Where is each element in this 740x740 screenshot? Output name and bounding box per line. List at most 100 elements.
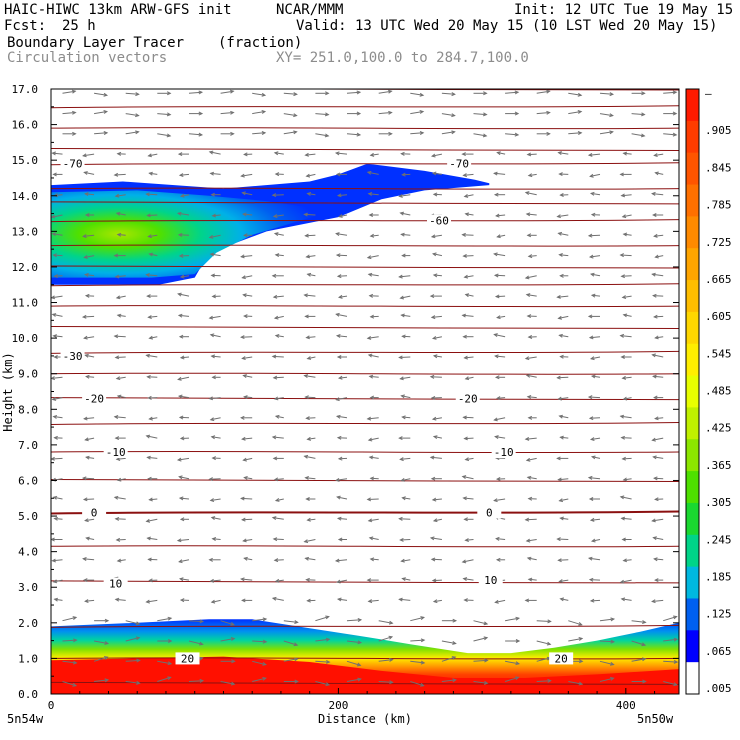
vector-arrow [305, 153, 316, 156]
vector-arrowhead [72, 616, 78, 620]
vector-arrow [620, 335, 632, 338]
vector-arrowhead [177, 232, 183, 237]
vector-arrowhead [525, 212, 531, 217]
vector-arrow [367, 417, 379, 420]
vector-arrowhead [556, 375, 561, 380]
vector-arrowhead [654, 171, 659, 176]
vector-arrowhead [211, 213, 217, 218]
vector-arrow [243, 294, 253, 297]
vector-arrowhead [85, 374, 90, 379]
vector-arrow [568, 132, 582, 135]
vector-arrow [83, 477, 95, 480]
vector-arrowhead [83, 416, 88, 421]
vector-arrow [441, 92, 455, 95]
vector-arrow [62, 90, 76, 94]
vector-arrowhead [198, 90, 204, 95]
vector-arrowhead [273, 396, 279, 401]
vector-arrow [241, 497, 253, 500]
contour-label: 20 [181, 652, 194, 665]
vector-arrow [315, 660, 330, 663]
vector-arrowhead [652, 293, 657, 298]
vector-arrow [146, 435, 158, 439]
y-tick-label: 14.0 [12, 190, 39, 203]
vector-arrow [370, 558, 379, 561]
vector-arrowhead [622, 232, 628, 237]
vector-arrowhead [419, 110, 425, 114]
vector-arrow [654, 153, 664, 156]
isotherm-line [51, 372, 679, 375]
vector-arrow [148, 234, 158, 238]
vector-arrow [149, 253, 158, 257]
vector-arrow [243, 457, 253, 461]
vector-arrowhead [526, 395, 532, 399]
vector-arrow [149, 498, 158, 501]
vector-arrowhead [272, 537, 278, 542]
vector-arrowhead [399, 295, 405, 300]
vector-arrow [378, 112, 392, 115]
vector-arrowhead [293, 92, 298, 97]
vector-arrowhead [177, 376, 182, 381]
vector-arrow [125, 681, 140, 684]
vector-arrow [85, 599, 95, 602]
vector-arrow [149, 417, 158, 420]
vector-arrow [242, 275, 253, 279]
vector-arrow [433, 599, 442, 603]
vector-arrow [273, 295, 284, 298]
vector-arrowhead [231, 659, 236, 664]
vector-arrowhead [527, 577, 533, 582]
vector-arrow [559, 415, 569, 419]
vector-arrow [115, 356, 126, 358]
vector-arrowhead [103, 110, 109, 114]
vector-arrow [588, 234, 601, 237]
vector-arrowhead [179, 436, 185, 441]
vector-arrow [179, 395, 190, 399]
vector-arrowhead [274, 172, 280, 177]
vector-arrowhead [147, 557, 152, 562]
vector-arrow [410, 681, 424, 687]
vector-arrowhead [451, 92, 456, 97]
vector-arrowhead [178, 475, 183, 480]
colorbar-label: .605 [705, 310, 732, 323]
vector-arrow [307, 437, 316, 440]
vector-arrowhead [461, 313, 466, 318]
vector-arrow [526, 539, 537, 542]
vector-arrow [115, 194, 126, 197]
colorbar-label: .365 [705, 459, 732, 472]
vector-arrow [465, 539, 474, 541]
vector-arrowhead [558, 414, 564, 419]
vector-arrowhead [525, 457, 531, 462]
vector-arrow [560, 436, 569, 439]
vector-arrow [274, 559, 284, 561]
vector-arrowhead [241, 517, 246, 522]
vector-arrow [590, 518, 601, 521]
vector-arrowhead [578, 622, 583, 626]
vector-arrow [560, 598, 569, 601]
vector-arrowhead [179, 193, 185, 198]
vector-arrow [528, 578, 537, 581]
vector-arrowhead [420, 616, 426, 620]
vector-arrow [568, 620, 582, 626]
vector-arrowhead [114, 355, 120, 360]
vector-arrowhead [577, 131, 583, 136]
vector-arrowhead [619, 414, 625, 419]
vector-arrowhead [430, 234, 436, 239]
vector-arrow [243, 375, 253, 378]
vector-arrow [536, 620, 551, 622]
vector-arrowhead [240, 496, 245, 501]
vector-arrow [274, 233, 284, 236]
vector-arrow [346, 133, 361, 136]
vector-arrow [304, 375, 316, 378]
vector-arrowhead [546, 641, 552, 646]
vector-arrow [369, 537, 379, 540]
vector-arrow [275, 335, 284, 338]
colorbar-swatch [686, 662, 699, 695]
vector-arrowhead [367, 599, 373, 604]
vector-arrow [148, 315, 158, 318]
vector-arrowhead [178, 334, 184, 339]
vector-arrow [244, 557, 253, 561]
vector-arrowhead [398, 274, 403, 279]
vector-arrow [496, 538, 506, 540]
vector-arrow [592, 375, 601, 378]
vector-arrowhead [271, 516, 277, 521]
vector-arrowhead [641, 657, 647, 662]
